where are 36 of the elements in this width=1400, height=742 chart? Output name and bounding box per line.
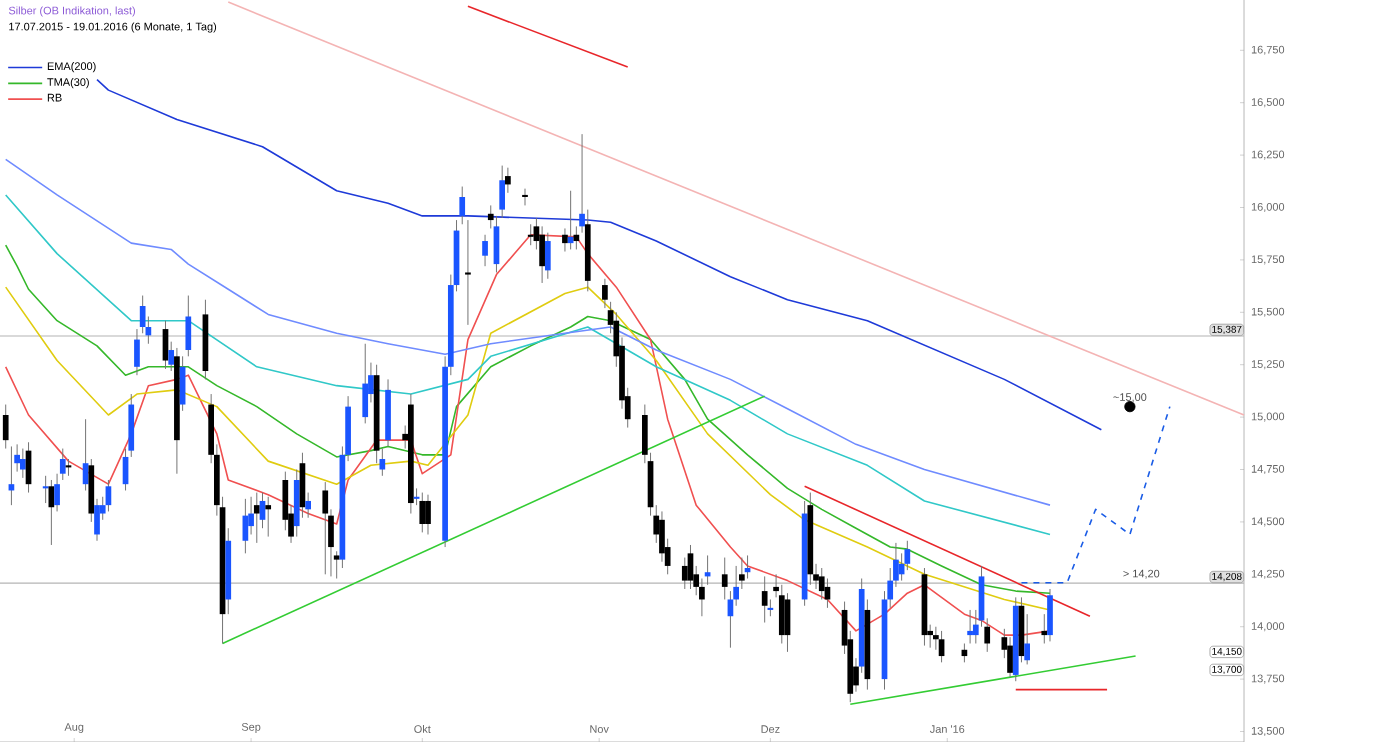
candlestick — [265, 496, 272, 538]
line-series — [4, 194, 1051, 536]
candlestick — [2, 404, 9, 450]
candlestick — [539, 225, 545, 284]
candlestick — [419, 492, 426, 533]
candlestick — [19, 448, 26, 479]
candlestick — [721, 557, 728, 600]
candlestick — [1041, 613, 1048, 644]
candlestick — [59, 448, 66, 481]
line-series — [96, 78, 1103, 431]
candlestick — [42, 475, 49, 504]
candlestick — [967, 609, 973, 644]
candlestick — [253, 492, 260, 544]
candlestick — [567, 190, 574, 250]
candlestick — [134, 328, 140, 376]
candlestick — [185, 295, 192, 357]
candlestick — [818, 567, 825, 600]
candlestick — [1007, 636, 1013, 678]
candlestick — [482, 234, 488, 267]
candlestick — [362, 343, 369, 424]
candlestick — [459, 186, 466, 225]
line-series — [4, 158, 1051, 506]
candlestick — [544, 232, 551, 280]
candlestick — [322, 481, 329, 575]
candlestick — [465, 219, 471, 326]
candlestick — [681, 557, 688, 590]
candlestick — [527, 223, 534, 246]
line-series — [1020, 405, 1171, 584]
candlestick — [687, 544, 694, 590]
candlestick — [499, 165, 506, 219]
candlestick — [984, 617, 991, 653]
candlestick — [761, 575, 768, 624]
candlestick — [602, 278, 608, 309]
candlestick — [425, 494, 431, 535]
candlestick — [1047, 588, 1053, 642]
candlestick — [522, 188, 528, 206]
